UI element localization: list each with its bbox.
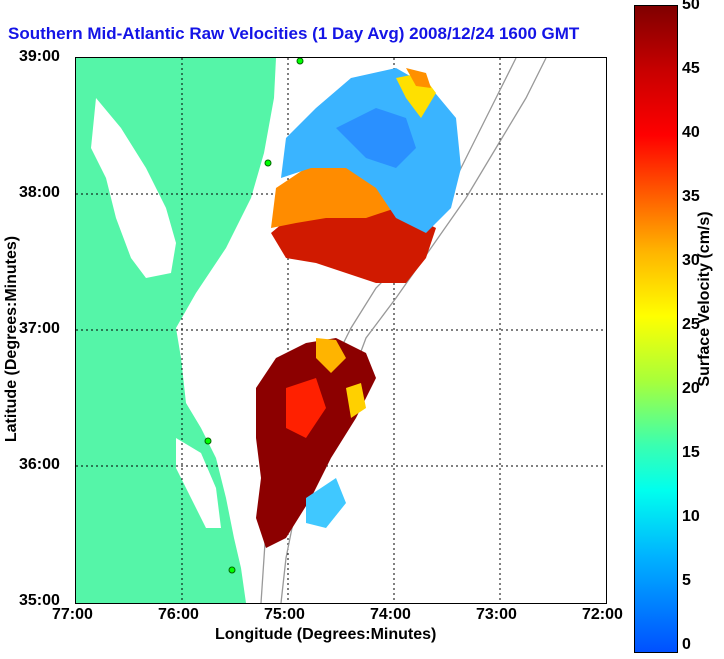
radar-stations — [204, 58, 304, 574]
colorbar-tick: 10 — [682, 508, 700, 525]
y-tick: 35:00 — [19, 592, 60, 609]
colorbar-tick: 25 — [682, 316, 700, 333]
map-plot-area — [75, 57, 607, 604]
colorbar-label: Surface Velocity (cm/s) — [696, 211, 713, 387]
colorbar-tick: 20 — [682, 380, 700, 397]
x-tick: 76:00 — [158, 606, 199, 623]
colorbar-tick: 15 — [682, 444, 700, 461]
colorbar-tick: 40 — [682, 124, 700, 141]
colorbar-tick: 50 — [682, 0, 700, 13]
map-canvas — [76, 58, 606, 603]
colorbar-tick: 30 — [682, 252, 700, 269]
colorbar-tick: 0 — [682, 636, 691, 653]
x-tick: 73:00 — [476, 606, 517, 623]
x-tick: 75:00 — [264, 606, 305, 623]
y-tick: 37:00 — [19, 320, 60, 337]
x-tick: 72:00 — [582, 606, 623, 623]
y-tick: 38:00 — [19, 184, 60, 201]
y-axis-label: Latitude (Degrees:Minutes) — [3, 235, 20, 443]
sound-water — [176, 438, 221, 528]
x-tick: 74:00 — [370, 606, 411, 623]
south-velocity-field — [256, 338, 376, 548]
colorbar-tick: 45 — [682, 60, 700, 77]
y-tick: 36:00 — [19, 456, 60, 473]
map-title: Southern Mid-Atlantic Raw Velocities (1 … — [8, 24, 580, 43]
colorbar — [634, 5, 678, 653]
y-tick: 39:00 — [19, 48, 60, 65]
north-velocity-field — [271, 68, 461, 283]
colorbar-tick: 5 — [682, 572, 691, 589]
bay-water — [91, 98, 176, 278]
x-tick: 77:00 — [52, 606, 93, 623]
colorbar-tick: 35 — [682, 188, 700, 205]
x-axis-label: Longitude (Degrees:Minutes) — [215, 626, 437, 643]
